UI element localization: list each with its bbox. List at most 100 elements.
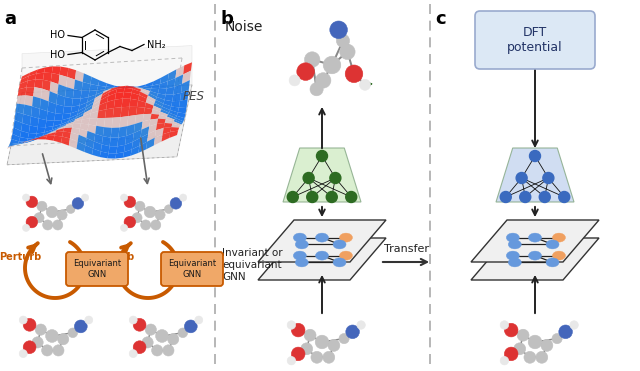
Polygon shape [22,140,31,142]
Polygon shape [102,88,111,93]
Polygon shape [10,139,19,144]
Polygon shape [79,129,88,138]
Polygon shape [61,118,70,124]
Polygon shape [28,73,36,81]
Circle shape [520,191,531,203]
Circle shape [163,345,174,356]
Circle shape [129,349,137,358]
Polygon shape [85,138,94,149]
Polygon shape [22,46,192,93]
Polygon shape [118,86,127,87]
Polygon shape [100,92,109,100]
Polygon shape [140,134,148,146]
Polygon shape [63,106,72,114]
Polygon shape [164,123,173,128]
Polygon shape [45,120,54,127]
Circle shape [26,196,38,208]
Polygon shape [79,97,88,105]
Circle shape [170,198,182,209]
Polygon shape [175,65,184,78]
Polygon shape [15,104,24,114]
Circle shape [22,194,29,201]
Circle shape [514,343,525,355]
Circle shape [151,220,161,230]
Polygon shape [100,151,109,158]
Polygon shape [17,143,26,145]
Polygon shape [21,73,29,80]
Polygon shape [39,109,47,120]
Polygon shape [18,87,26,96]
Polygon shape [108,89,117,96]
Polygon shape [97,109,106,118]
Polygon shape [175,118,184,123]
Polygon shape [147,96,156,103]
Polygon shape [86,131,95,141]
Polygon shape [21,123,30,133]
Polygon shape [148,93,157,100]
Polygon shape [109,138,118,147]
Polygon shape [42,80,51,91]
Circle shape [145,324,156,335]
Polygon shape [17,95,26,105]
Polygon shape [163,100,172,106]
Polygon shape [158,88,166,95]
Polygon shape [61,137,70,145]
Circle shape [516,173,527,184]
Circle shape [552,334,562,344]
Polygon shape [114,99,123,108]
Polygon shape [258,220,386,262]
Circle shape [340,44,355,59]
Circle shape [72,198,84,209]
Circle shape [37,201,47,211]
Circle shape [346,191,356,203]
Polygon shape [12,134,20,141]
Circle shape [305,52,320,67]
Polygon shape [168,113,177,118]
Polygon shape [99,96,108,105]
Polygon shape [24,95,33,106]
Polygon shape [151,84,160,89]
Circle shape [345,65,363,83]
Polygon shape [471,238,599,280]
Circle shape [26,216,38,228]
Polygon shape [114,86,122,88]
Circle shape [133,341,146,354]
Polygon shape [67,117,76,123]
Polygon shape [42,132,51,137]
Polygon shape [180,90,189,101]
Polygon shape [35,73,44,80]
Polygon shape [19,137,28,142]
Polygon shape [30,116,39,127]
Circle shape [124,196,136,208]
Polygon shape [127,115,136,126]
Polygon shape [86,98,95,106]
Polygon shape [73,89,82,99]
Polygon shape [24,140,33,143]
Ellipse shape [339,233,353,242]
Polygon shape [82,113,91,119]
Circle shape [323,351,335,363]
Polygon shape [53,120,62,127]
Polygon shape [94,93,102,102]
Ellipse shape [295,258,308,267]
Polygon shape [146,99,155,106]
Circle shape [129,316,137,324]
Polygon shape [60,66,68,77]
Polygon shape [90,77,99,86]
Polygon shape [126,86,134,87]
Polygon shape [106,83,115,87]
Polygon shape [118,126,127,138]
Circle shape [142,337,153,348]
Polygon shape [111,128,120,138]
Polygon shape [154,103,163,109]
Polygon shape [144,108,152,114]
Circle shape [517,329,529,341]
Polygon shape [161,106,170,113]
Polygon shape [128,87,137,88]
Text: Equivariant
GNN: Equivariant GNN [73,259,121,279]
Polygon shape [164,119,173,124]
Polygon shape [157,119,166,124]
FancyBboxPatch shape [475,11,595,69]
Circle shape [301,343,313,355]
Polygon shape [181,80,190,93]
